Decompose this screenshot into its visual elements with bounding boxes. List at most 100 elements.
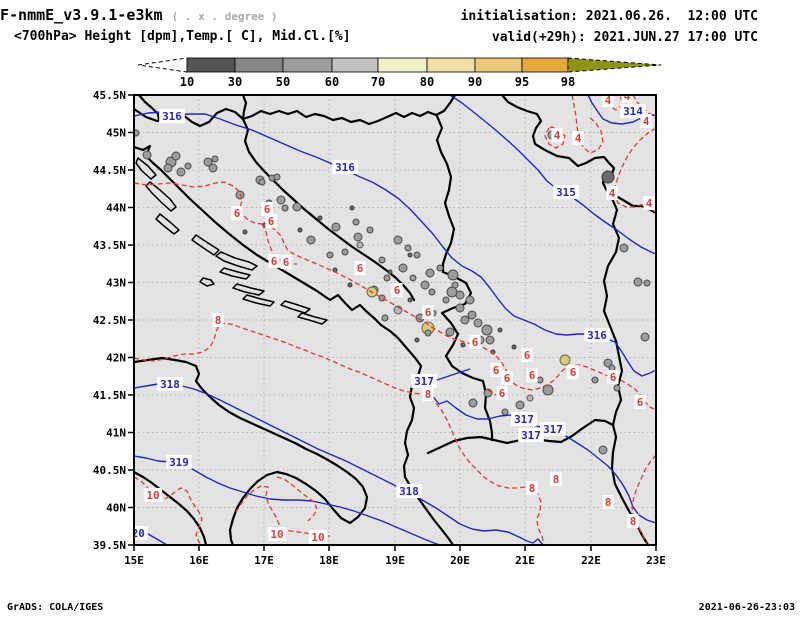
temp-contour-label: 6: [425, 306, 432, 319]
cloud-blob: [331, 222, 341, 232]
cloud-blob: [383, 274, 391, 282]
temp-contour-label: 6: [637, 396, 644, 409]
temp-contour-label: 8: [425, 388, 432, 401]
y-tick-label: 41.5N: [93, 389, 126, 402]
height-contour-label: 319: [169, 456, 189, 469]
coastline-border-path: [138, 96, 161, 122]
temp-contour-label-box: [261, 202, 273, 216]
x-tick-label: 22E: [581, 554, 601, 567]
island-outline: [219, 267, 251, 280]
cloud-blob: [317, 215, 323, 221]
cloud-blob: [465, 295, 475, 305]
temp-contour-label-box: [602, 96, 614, 107]
colorbar-segment: [234, 57, 284, 73]
temp-contour-label: 8: [529, 482, 536, 495]
temp-contour-label: 6: [570, 366, 577, 379]
coastline-border-path: [501, 96, 655, 214]
cloud-blob: [352, 218, 360, 226]
temp-contour-label: 10: [146, 489, 159, 502]
valid-time: valid(+29h): 2021.JUN.27 17:00 UTC: [491, 30, 758, 45]
colorbar-tick-label: 70: [371, 75, 385, 89]
x-tick-label: 21E: [515, 554, 535, 567]
y-tick-label: 45.5N: [93, 89, 126, 102]
colorbar: 10 30 50 60 70 80 90 95 98: [137, 57, 662, 89]
colorbar-tick-label: 98: [561, 75, 575, 89]
y-tick-label: 44N: [106, 202, 126, 215]
axis-labels: 45.5N 45N 44.5N 44N 43.5N 43N 42.5N 42N 41.5N 41N…: [93, 89, 666, 567]
height-contour-label: 316: [587, 329, 607, 342]
cloud-blob: [235, 190, 245, 200]
cloud-blob: [297, 227, 303, 233]
height-contour: [135, 383, 544, 544]
colorbar-segment: [377, 57, 428, 73]
temp-contour-label-box: [501, 371, 513, 385]
island-outline: [191, 234, 220, 256]
temp-contour-label-box: [280, 255, 292, 269]
cloud-blob: [306, 235, 316, 245]
coastline-border-path: [135, 471, 207, 544]
temp-contour-label: 6: [268, 215, 275, 228]
temp-contour-label-box: [550, 472, 562, 486]
temp-contour-label: 8: [605, 496, 612, 509]
height-contour-label: 317: [521, 429, 541, 442]
coastline-border-path: [241, 96, 248, 121]
grads-credit: GrADS: COLA/IGES: [7, 602, 104, 613]
temp-contour: [631, 455, 655, 544]
temp-contour-label-box: [606, 186, 618, 200]
temp-contour-label: 4: [624, 90, 631, 103]
cloud-blob: [398, 263, 408, 273]
model-resolution-note: ( . x . degree ): [171, 10, 278, 23]
cloud-blob: [258, 178, 266, 186]
height-contour-label: 317: [414, 375, 434, 388]
x-tick-label: 16E: [189, 554, 209, 567]
temp-contour-label: 4: [605, 94, 612, 107]
island-outline: [135, 157, 157, 180]
cloud-blob: [208, 163, 218, 173]
colorbar-right-arrow: [567, 57, 662, 73]
cloud-blob: [455, 303, 465, 313]
cloud-blob: [356, 241, 364, 249]
cloud-blob: [442, 296, 450, 304]
cloud-blob: [378, 294, 386, 302]
cloud-blob: [184, 162, 192, 170]
cloud-blob: [447, 269, 459, 281]
height-contour-label-box: [584, 328, 610, 342]
temp-contour-label-box: [469, 335, 481, 349]
temp-contour-label-box: [572, 131, 584, 145]
temp-contour: [276, 476, 318, 522]
temp-contour-label-box: [627, 514, 639, 528]
coastline-border-path: [241, 117, 416, 302]
model-title: F-nmmE_v3.9.1-e3km: [0, 6, 163, 24]
cloud-blob: [242, 229, 248, 235]
temp-contour-label-box: [526, 481, 538, 495]
cloud-blob: [460, 315, 470, 325]
cloud-blob: [473, 318, 483, 328]
temp-contour-label-box: [602, 495, 614, 509]
temp-contour-label: 8: [215, 314, 222, 327]
cloud-blob: [341, 248, 349, 256]
cloud-blob: [425, 268, 435, 278]
cloud-blob: [481, 324, 493, 336]
height-contour-label-box: [157, 377, 183, 391]
height-contour-label-box: [166, 455, 192, 469]
cloud-blob: [273, 173, 281, 181]
run-info: initialisation: 2021.06.26. 12:00 UTC val…: [461, 6, 758, 48]
temp-contour-label-box: [212, 313, 224, 327]
height-contour-label-box: [540, 422, 566, 436]
cloud-blob: [211, 155, 219, 163]
x-tick-label: 15E: [124, 554, 144, 567]
cloud-blob: [326, 251, 334, 259]
y-tick-label: 39.5N: [93, 539, 126, 552]
cloud-blob: [619, 243, 629, 253]
temp-contour-label: 4: [554, 129, 561, 142]
cloud-shading-layer: [135, 129, 651, 455]
height-contour-label-box: [518, 428, 544, 442]
page-title: F-nmmE_v3.9.1-e3km ( . x . degree ): [0, 6, 278, 24]
field-title: <700hPa> Height [dpm],Temp.[ C], Mid.Cl.…: [14, 29, 351, 44]
height-contour-label-box: [411, 374, 437, 388]
height-contour-label-box: [396, 484, 422, 498]
coastline-borders-layer: [135, 96, 655, 544]
temp-contour-label: 4: [575, 132, 582, 145]
height-contour-label-box: [511, 412, 537, 426]
height-contour-label-box: [332, 160, 358, 174]
